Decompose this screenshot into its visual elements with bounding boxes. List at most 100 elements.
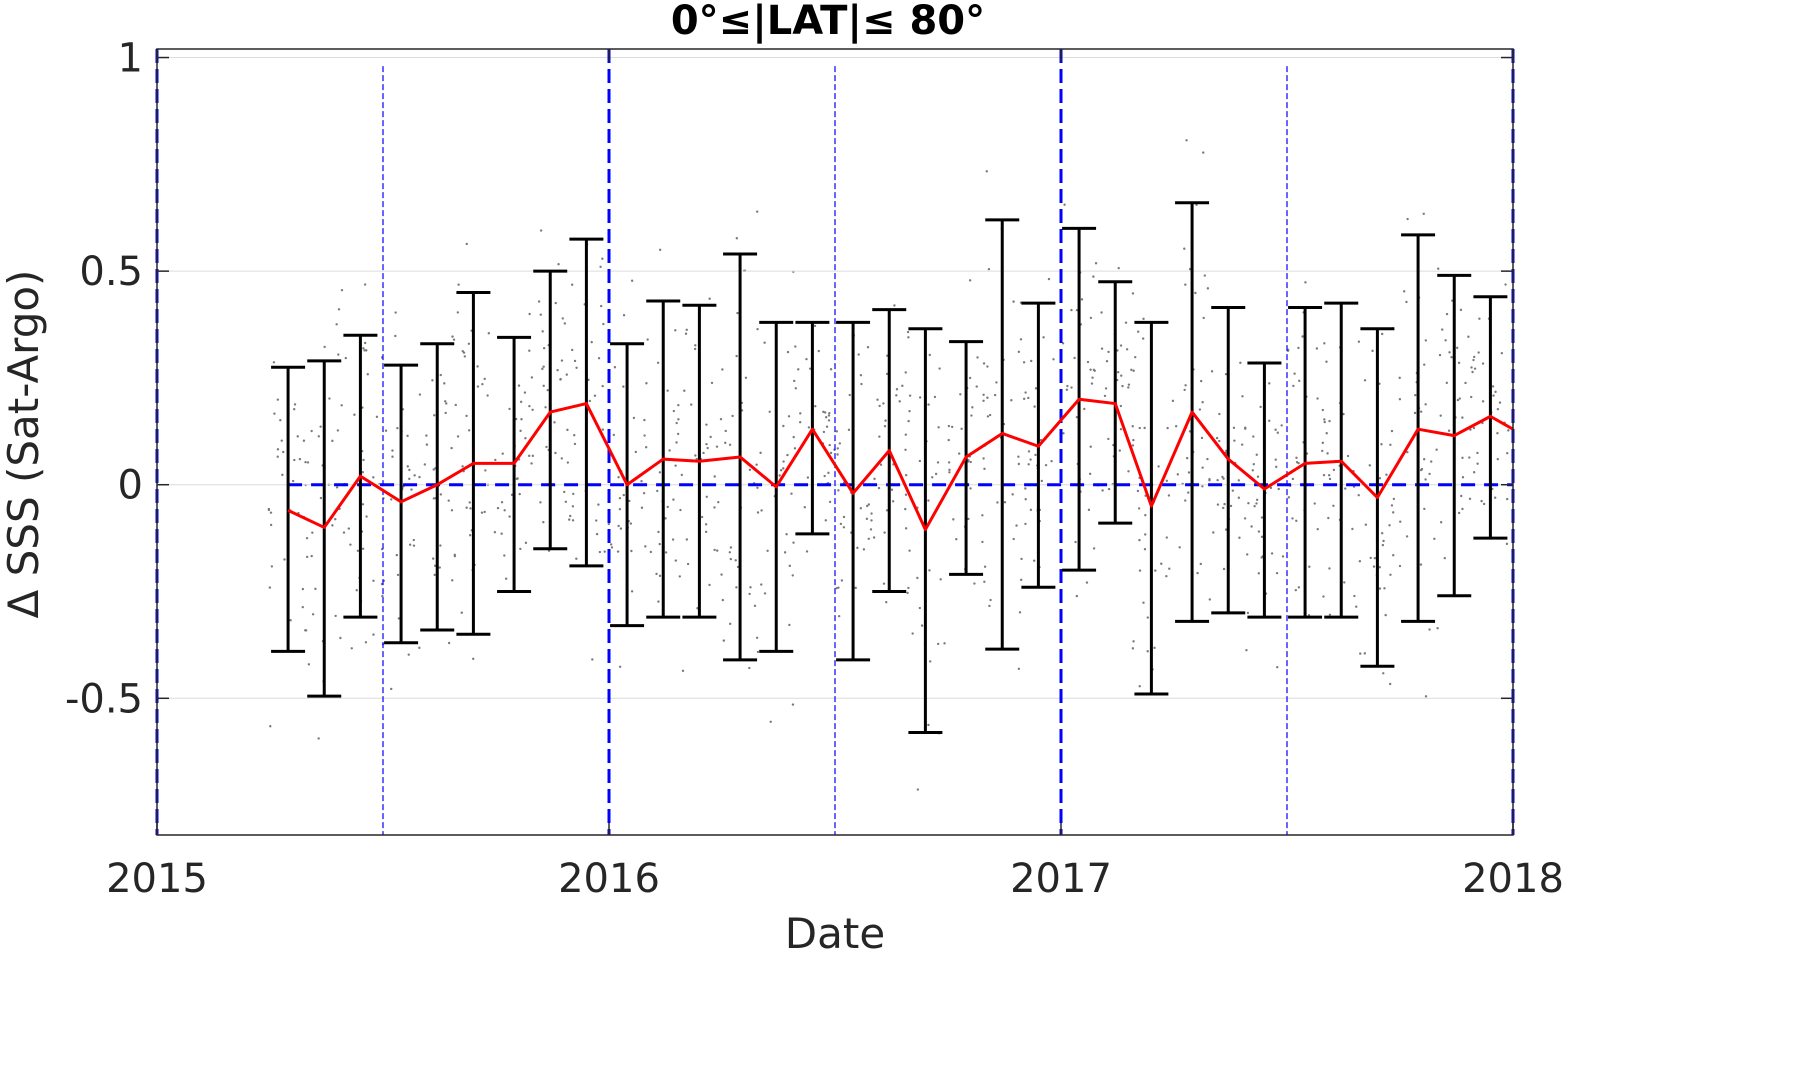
- scatter-point: [1392, 497, 1396, 501]
- scatter-point: [1015, 524, 1018, 527]
- scatter-point: [885, 600, 888, 604]
- scatter-point: [1385, 473, 1388, 476]
- scatter-point: [1094, 262, 1098, 265]
- scatter-point: [828, 411, 831, 415]
- scatter-point: [883, 531, 886, 534]
- scatter-point: [939, 578, 942, 581]
- scatter-point: [806, 476, 810, 479]
- scatter-point: [791, 574, 794, 577]
- x-axis-title: Date: [785, 909, 885, 952]
- scatter-point: [717, 500, 720, 504]
- scatter-point: [362, 458, 365, 462]
- scatter-point: [1498, 401, 1502, 404]
- scatter-point: [952, 518, 955, 521]
- error-bar: [533, 269, 568, 551]
- scatter-point: [1351, 527, 1354, 531]
- scatter-point: [678, 575, 681, 578]
- scatter-point: [560, 457, 564, 460]
- scatter-point: [349, 543, 352, 546]
- scatter-point: [1457, 511, 1461, 515]
- scatter-point: [530, 462, 533, 465]
- scatter-point: [904, 527, 908, 530]
- scatter-point: [573, 442, 577, 446]
- scatter-point: [1323, 418, 1326, 421]
- scatter-point: [508, 407, 511, 411]
- scatter-point: [788, 564, 792, 568]
- scatter-point: [709, 435, 712, 439]
- scatter-point: [598, 550, 602, 554]
- scatter-point: [728, 551, 731, 554]
- scatter-point: [1353, 594, 1356, 598]
- scatter-point: [302, 439, 306, 442]
- scatter-point: [1398, 564, 1402, 568]
- scatter-point: [680, 473, 684, 477]
- scatter-point: [301, 587, 305, 591]
- scatter-point: [560, 359, 564, 362]
- scatter-point: [340, 288, 344, 292]
- x-tick-label: 2016: [558, 856, 660, 902]
- scatter-point: [1277, 487, 1280, 491]
- scatter-point: [728, 443, 732, 446]
- scatter-point: [1269, 486, 1273, 490]
- scatter-point: [1022, 361, 1026, 364]
- scatter-point: [1199, 379, 1203, 383]
- scatter-point: [539, 313, 542, 316]
- error-bar: [420, 342, 455, 632]
- scatter-point: [365, 515, 368, 518]
- scatter-point: [1476, 451, 1479, 455]
- scatter-point: [1104, 387, 1108, 390]
- scatter-point: [1212, 531, 1215, 534]
- scatter-point: [1142, 601, 1145, 604]
- scatter-point: [356, 549, 360, 552]
- scatter-point: [472, 657, 475, 661]
- scatter-point: [1201, 485, 1204, 488]
- scatter-point: [1382, 539, 1385, 543]
- scatter-point: [1239, 361, 1242, 365]
- scatter-point: [1260, 535, 1264, 539]
- scatter-point: [1297, 586, 1301, 589]
- scatter-point: [1125, 348, 1129, 351]
- scatter-point: [824, 415, 828, 419]
- scatter-point: [668, 449, 671, 452]
- scatter-point: [907, 419, 910, 423]
- scatter-point: [1392, 511, 1395, 514]
- scatter-point: [1127, 470, 1130, 473]
- scatter-point: [279, 418, 282, 422]
- scatter-point: [1216, 503, 1220, 506]
- scatter-point: [1381, 543, 1385, 547]
- scatter-point: [904, 493, 908, 496]
- scatter-point: [1165, 479, 1169, 483]
- scatter-point: [573, 359, 577, 363]
- scatter-point: [985, 170, 988, 173]
- scatter-point: [828, 500, 832, 504]
- scatter-point: [1371, 349, 1374, 353]
- scatter-point: [454, 403, 457, 407]
- scatter-point: [1247, 501, 1250, 505]
- scatter-point: [1257, 530, 1261, 533]
- scatter-point: [835, 586, 838, 590]
- scatter-point: [1439, 521, 1443, 524]
- scatter-point: [545, 445, 548, 449]
- scatter-point: [786, 350, 790, 354]
- scatter-point: [1327, 474, 1331, 477]
- scatter-point: [724, 441, 727, 445]
- scatter-point: [848, 393, 851, 397]
- scatter-point: [842, 526, 846, 529]
- scatter-point: [355, 589, 358, 592]
- scatter-point: [587, 378, 590, 381]
- scatter-point: [756, 511, 760, 514]
- scatter-point: [1398, 397, 1402, 401]
- scatter-point: [632, 416, 636, 420]
- scatter-point: [1276, 665, 1279, 669]
- scatter-point: [1255, 498, 1259, 502]
- scatter-point: [1291, 517, 1294, 520]
- scatter-point: [563, 490, 566, 494]
- scatter-point: [425, 443, 429, 446]
- scatter-point: [640, 479, 643, 483]
- scatter-point: [267, 508, 271, 512]
- scatter-point: [805, 550, 809, 553]
- scatter-point: [1027, 463, 1030, 466]
- scatter-point: [1468, 497, 1472, 501]
- scatter-point: [1019, 578, 1023, 582]
- scatter-point: [1024, 522, 1027, 526]
